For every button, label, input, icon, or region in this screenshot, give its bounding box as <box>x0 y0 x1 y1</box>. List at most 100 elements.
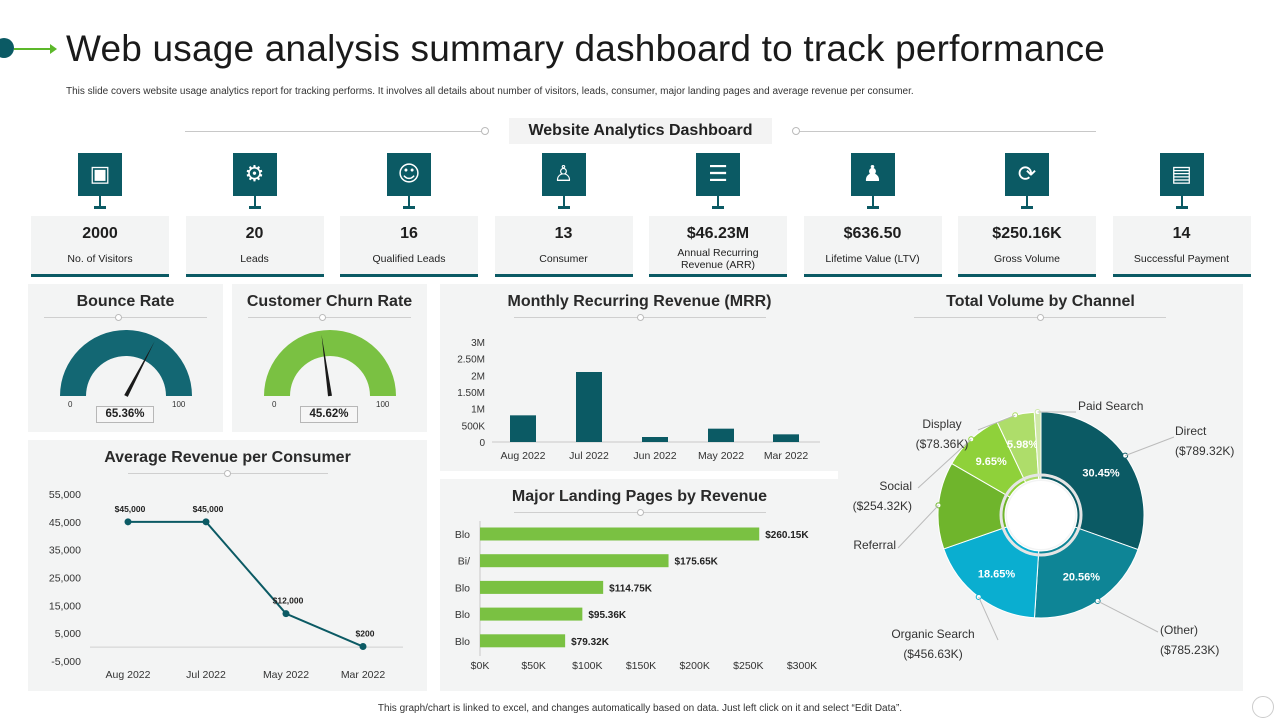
slice-pct-label: 20.56% <box>1063 571 1101 583</box>
kpi-connector <box>562 196 565 206</box>
x-tick-label: $300K <box>787 660 817 672</box>
churn-rate-panel: Customer Churn Rate 0 100 45.62% <box>232 284 427 432</box>
kpi-connector-cap <box>1175 206 1188 209</box>
title-divider-dot <box>224 470 231 477</box>
section-divider-dot-left <box>481 127 489 135</box>
legend-name: Social <box>879 479 912 493</box>
avg-revenue-panel: Average Revenue per Consumer 55,000 45,00… <box>28 440 427 691</box>
bounce-rate-panel: Bounce Rate 0 100 65.36% <box>28 284 223 432</box>
legend-name: (Other) <box>1160 623 1198 637</box>
kpi-label: Annual Recurring Revenue (ARR) <box>677 247 759 271</box>
category-label: Blo <box>455 529 470 541</box>
callout-line <box>897 504 939 549</box>
data-label: $45,000 <box>115 504 146 514</box>
callout-marker <box>1094 598 1101 605</box>
kpi-card: 16 Qualified Leads <box>340 216 478 277</box>
mrr-bar-chart: 0 500K 1M 1.50M 2M 2.50M 3M Aug 2022 Jul 2022 Jun… <box>457 338 820 462</box>
corner-circle-icon <box>1252 696 1274 718</box>
kpi-value: 20 <box>245 225 264 242</box>
x-tick-label: Aug 2022 <box>501 450 546 462</box>
x-tick-label: $200K <box>679 660 709 672</box>
slice-pct-label: 18.65% <box>978 569 1016 581</box>
kpi-connector <box>1026 196 1028 206</box>
title-divider-dot <box>115 314 122 321</box>
kpi-card: $46.23M Annual Recurring Revenue (ARR) <box>649 216 787 277</box>
donut-slice <box>1040 411 1145 551</box>
document-list-icon: ☰ <box>696 153 740 196</box>
data-point <box>282 610 290 618</box>
kpi-label: No. of Visitors <box>67 253 133 265</box>
section-divider-right <box>796 131 1096 132</box>
kpi-card: 14 Successful Payment <box>1112 216 1251 277</box>
kpi-card: $250.16K Gross Volume <box>958 216 1096 277</box>
legend-name: Display <box>922 417 961 431</box>
churn-rate-value: 45.62% <box>300 406 358 423</box>
data-label: $260.15K <box>765 530 809 541</box>
kpi-card: 20 Leads <box>185 216 324 277</box>
kpi-card: 13 Consumer <box>494 216 633 277</box>
kpi-label: Consumer <box>539 253 588 265</box>
slice-pct-label: 30.45% <box>1082 468 1120 480</box>
hand-user-icon: ♙ <box>541 153 586 196</box>
data-label: $200 <box>356 629 375 639</box>
arrow-head-icon <box>50 44 57 54</box>
hand-person-icon: ♟ <box>850 153 895 196</box>
data-point <box>202 518 210 526</box>
kpi-connector <box>871 196 874 206</box>
callout-line <box>1124 436 1175 457</box>
y-tick-label: 45,000 <box>49 517 81 529</box>
arrow-line-icon <box>14 48 52 50</box>
channel-donut-chart: 30.45% Direct ($789.32K) 20.56% (Other) ($785… <box>853 399 1235 661</box>
y-tick-label: 3M <box>471 338 485 349</box>
y-tick-label: 1.50M <box>457 388 485 399</box>
gauge-needle <box>321 334 332 397</box>
landing-bar <box>480 607 583 621</box>
mrr-bar <box>510 415 536 442</box>
avg-revenue-title: Average Revenue per Consumer <box>104 449 351 466</box>
category-label: Blo <box>455 636 470 648</box>
kpi-connector <box>717 196 719 206</box>
kpi-connector-cap <box>94 206 106 209</box>
callout-line <box>978 596 999 641</box>
x-tick-label: Aug 2022 <box>106 669 151 681</box>
x-tick-label: Mar 2022 <box>764 450 809 462</box>
footnote: This graph/chart is linked to excel, and… <box>377 703 903 714</box>
landing-pages-panel: Major Landing Pages by Revenue Blo $260.1… <box>440 479 839 691</box>
channel-panel: Total Volume by Channel 30.45% Direct ($78… <box>838 284 1243 691</box>
y-tick-label: 55,000 <box>49 489 81 501</box>
gauge-max-label: 100 <box>172 400 186 409</box>
bounce-rate-value: 65.36% <box>96 406 154 423</box>
kpi-value: 16 <box>400 225 418 242</box>
kpi-label: Lifetime Value (LTV) <box>825 253 920 265</box>
kpi-connector-cap <box>403 206 415 209</box>
section-divider-dot-right <box>792 127 800 135</box>
landing-bar <box>480 580 604 594</box>
page-subtitle: This slide covers website usage analytic… <box>66 86 914 97</box>
team-gear-icon: ⚙ <box>232 153 277 196</box>
kpi-connector-cap <box>866 206 879 209</box>
x-tick-label: $0K <box>471 660 490 672</box>
data-label: $79.32K <box>571 637 610 648</box>
y-tick-label: 5,000 <box>55 628 81 640</box>
section-divider-left <box>185 131 485 132</box>
title-divider-dot <box>637 509 644 516</box>
kpi-label: Gross Volume <box>994 253 1060 265</box>
x-tick-label: $250K <box>733 660 763 672</box>
title-divider-dot <box>1037 314 1044 321</box>
kpi-connector <box>408 196 410 206</box>
legend-name: Organic Search <box>891 627 974 641</box>
group-people-icon: ☺ <box>387 153 431 196</box>
gauge-max-label: 100 <box>376 400 390 409</box>
kpi-connector <box>1180 196 1183 206</box>
kpi-connector <box>253 196 256 206</box>
kpi-value: $46.23M <box>686 225 750 242</box>
avg-revenue-line-chart: 55,000 45,000 35,000 25,000 15,000 5,000 -5,00… <box>49 489 403 681</box>
mrr-bar <box>773 434 799 442</box>
y-tick-label: 2M <box>471 371 485 382</box>
series-line <box>128 520 364 648</box>
x-tick-label: May 2022 <box>263 669 309 681</box>
payment-card-icon: ▤ <box>1159 153 1204 196</box>
mrr-panel: Monthly Recurring Revenue (MRR) 0 500K 1M 1… <box>440 284 839 471</box>
y-tick-label: 500K <box>462 421 486 432</box>
legend-amount: ($456.63K) <box>903 647 962 661</box>
